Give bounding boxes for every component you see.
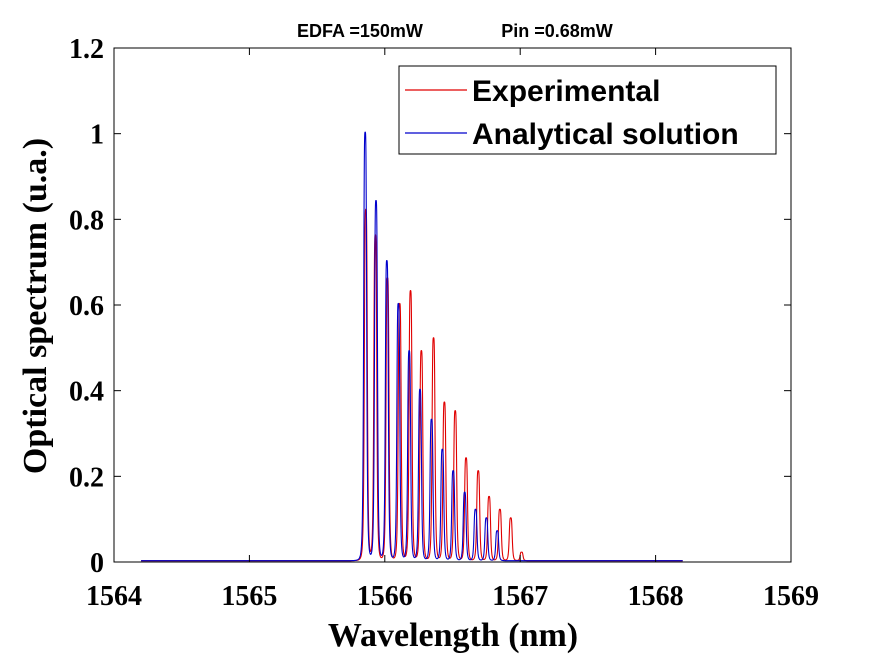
x-tick-label: 1565 [221,581,277,612]
y-tick-label: 1.2 [69,34,104,65]
legend-label-analytical: Analytical solution [472,118,739,151]
x-tick-label: 1564 [86,581,142,612]
y-axis-title: Optical spectrum (u.a.) [17,138,54,474]
legend-label-experimental: Experimental [472,75,660,108]
title-pin: Pin =0.68mW [501,21,613,41]
y-tick-label: 0.6 [69,291,104,322]
series-layer [141,131,683,562]
y-tick-label: 1 [90,120,104,151]
x-tick-label: 1567 [492,581,548,612]
x-tick-label: 1568 [628,581,684,612]
series-line-analytical [141,131,683,562]
y-axis: 0 0.2 0.4 0.6 0.8 1 1.2 [69,34,791,579]
x-axis: 1564 1565 1566 1567 1568 1569 [86,48,819,612]
legend-box [398,65,777,155]
y-tick-label: 0.2 [69,462,104,493]
y-tick-label: 0 [90,548,104,579]
title-edfa: EDFA =150mW [297,21,423,41]
legend: Experimental Analytical solution [398,65,777,155]
y-tick-label: 0.8 [69,205,104,236]
series-line-experimental [141,208,683,562]
x-tick-label: 1566 [357,581,413,612]
x-tick-label: 1569 [763,581,819,612]
x-axis-title: Wavelength (nm) [328,617,578,654]
y-tick-label: 0.4 [69,377,104,408]
